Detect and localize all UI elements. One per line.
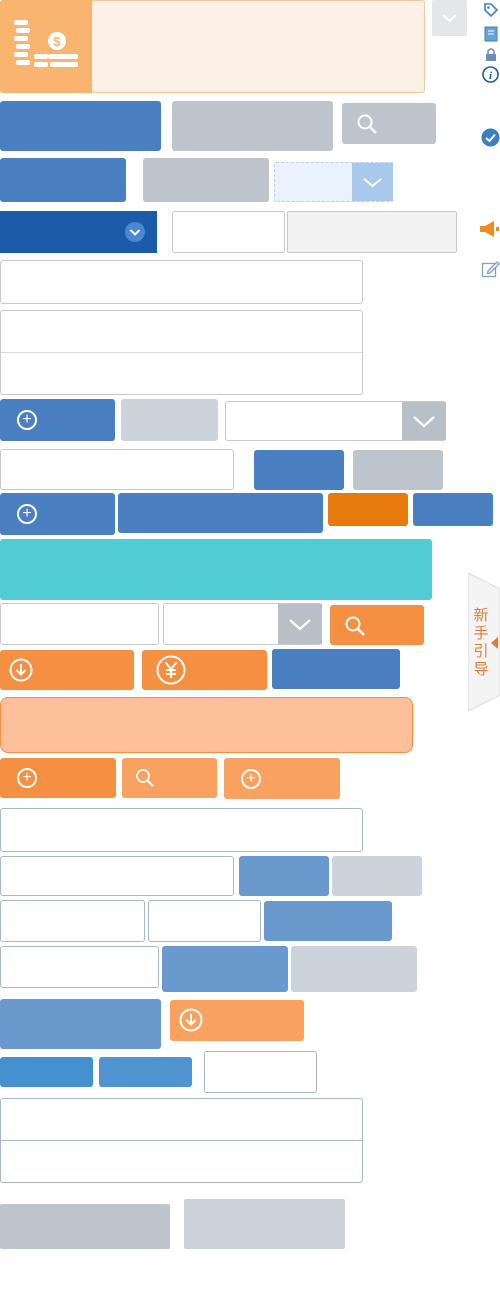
primary-button[interactable]	[264, 901, 392, 941]
guide-char: 新	[473, 607, 489, 624]
select-dropdown[interactable]	[225, 401, 446, 441]
add-button[interactable]: +	[0, 758, 116, 798]
tag-icon[interactable]	[483, 2, 499, 18]
edit-icon[interactable]	[481, 260, 500, 279]
text-field[interactable]	[0, 808, 363, 852]
plus-icon: +	[241, 769, 261, 789]
secondary-button[interactable]	[332, 856, 422, 896]
orange-button[interactable]	[328, 493, 408, 526]
secondary-button[interactable]	[143, 158, 269, 202]
wide-primary-button[interactable]	[118, 493, 323, 533]
megaphone-icon[interactable]	[479, 219, 500, 240]
search-icon	[345, 616, 365, 636]
svg-text:$: $	[53, 34, 61, 49]
guide-tab-label: 新 手 引 导	[468, 607, 494, 679]
plus-icon: +	[17, 768, 37, 788]
add-button-light[interactable]: +	[224, 758, 340, 799]
search-button[interactable]	[122, 758, 217, 798]
textarea-field[interactable]	[0, 1098, 363, 1183]
svg-text:i: i	[489, 70, 493, 82]
textarea-divider	[1, 352, 362, 353]
download-button[interactable]	[0, 650, 134, 690]
primary-button-large[interactable]	[0, 999, 161, 1049]
text-input[interactable]	[0, 603, 159, 645]
text-input[interactable]	[0, 449, 234, 490]
text-input[interactable]	[0, 946, 159, 988]
guide-char: 手	[473, 625, 489, 642]
secondary-button[interactable]	[291, 946, 417, 992]
search-icon	[136, 769, 154, 787]
text-input[interactable]	[172, 211, 285, 253]
select-arrow-button[interactable]	[402, 402, 446, 440]
primary-button[interactable]	[272, 649, 400, 689]
guide-char: 导	[473, 661, 489, 678]
teal-banner	[0, 539, 432, 600]
book-icon[interactable]	[484, 26, 498, 42]
chevron-down-icon	[363, 178, 382, 188]
text-input[interactable]	[0, 900, 145, 942]
coins-icon: $	[14, 20, 78, 67]
gray-button[interactable]	[121, 399, 218, 441]
text-input[interactable]	[204, 1051, 317, 1093]
gray-button[interactable]	[0, 1204, 170, 1249]
plus-icon: +	[17, 504, 37, 524]
primary-button-large[interactable]	[0, 101, 161, 151]
collapse-dropdown-button[interactable]	[432, 0, 467, 36]
coins-icon-tile: $	[0, 0, 92, 93]
yuan-icon	[156, 655, 186, 685]
small-primary-button[interactable]	[413, 493, 493, 526]
download-icon	[9, 658, 33, 682]
caret-left-icon	[491, 637, 498, 649]
add-button[interactable]: +	[0, 493, 115, 535]
add-button[interactable]: +	[0, 399, 115, 441]
chevron-down-icon	[289, 619, 311, 631]
plus-icon: +	[17, 410, 37, 430]
select-arrow-button[interactable]	[352, 163, 393, 201]
lock-icon[interactable]	[485, 48, 497, 62]
primary-button[interactable]	[254, 450, 344, 490]
text-input[interactable]	[0, 856, 234, 896]
text-input[interactable]	[148, 900, 261, 942]
guide-char: 引	[473, 643, 489, 660]
small-primary-button[interactable]	[0, 1057, 93, 1087]
textarea-field[interactable]	[0, 310, 363, 395]
gray-button-light[interactable]	[184, 1199, 345, 1249]
textarea-divider	[1, 1140, 362, 1141]
primary-button[interactable]	[239, 856, 329, 896]
select-dropdown[interactable]	[163, 603, 322, 645]
search-button[interactable]	[342, 103, 436, 144]
chevron-down-icon	[413, 416, 435, 428]
primary-button[interactable]	[162, 946, 288, 992]
search-icon	[357, 114, 377, 134]
dark-select[interactable]	[0, 211, 157, 253]
secondary-button-large[interactable]	[172, 101, 333, 151]
disabled-input[interactable]	[287, 211, 457, 253]
beginner-guide-tab[interactable]: 新 手 引 导	[468, 573, 500, 711]
check-circle-icon[interactable]	[481, 128, 500, 147]
secondary-button[interactable]	[353, 450, 443, 490]
payment-button[interactable]	[142, 650, 267, 690]
peach-banner	[0, 697, 413, 753]
download-button[interactable]	[170, 1000, 304, 1041]
primary-button[interactable]	[0, 158, 126, 202]
chevron-down-icon	[442, 14, 457, 23]
chevron-down-icon	[125, 222, 145, 242]
light-select[interactable]	[274, 162, 393, 202]
guide-tab-shape	[468, 573, 500, 711]
small-primary-button[interactable]	[99, 1057, 192, 1087]
search-button[interactable]	[330, 605, 424, 645]
text-field[interactable]	[0, 260, 363, 304]
download-icon	[179, 1008, 203, 1032]
select-arrow-button[interactable]	[278, 604, 322, 644]
info-icon[interactable]: i	[482, 66, 499, 83]
